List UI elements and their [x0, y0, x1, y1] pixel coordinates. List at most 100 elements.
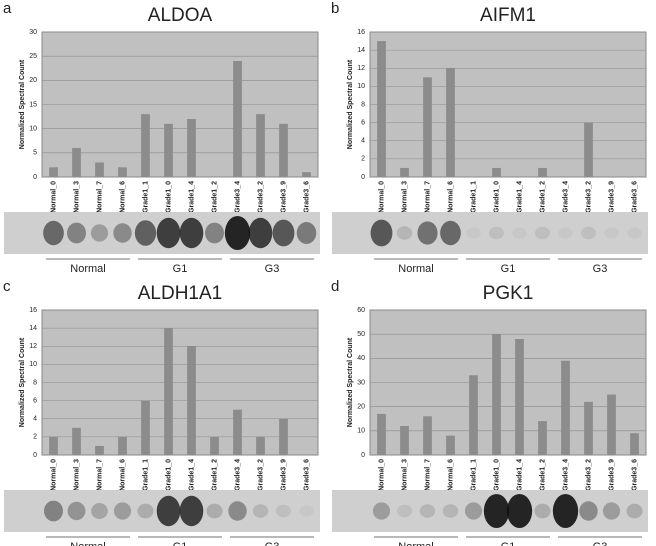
- chart-title: ALDH1A1: [138, 283, 223, 304]
- x-tick-label: Grade1_1: [142, 181, 149, 213]
- x-tick-label: Grade1_0: [165, 459, 172, 491]
- bar: [233, 61, 242, 177]
- x-tick-label: Grade1_0: [493, 459, 500, 491]
- bar: [469, 375, 478, 455]
- blot-band: [442, 504, 459, 518]
- bar: [584, 122, 593, 177]
- bar: [584, 401, 593, 455]
- y-tick-label: 6: [361, 119, 365, 126]
- y-tick-label: 2: [33, 434, 37, 441]
- blot-band: [228, 501, 247, 521]
- bar: [377, 413, 386, 455]
- blot-band: [581, 226, 596, 240]
- y-tick-label: 12: [357, 65, 365, 72]
- y-tick-label: 14: [29, 325, 37, 332]
- x-tick-label: Grade1_2: [539, 181, 546, 213]
- group-label: G3: [265, 263, 280, 275]
- group-label: G3: [593, 541, 608, 546]
- x-tick-label: Grade1_2: [211, 181, 218, 213]
- bar: [256, 114, 265, 177]
- blot-band: [156, 495, 181, 527]
- bar: [446, 435, 455, 455]
- x-tick-label: Grade3_4: [562, 181, 569, 213]
- y-tick-label: 14: [357, 47, 365, 54]
- group-label: G1: [173, 263, 188, 275]
- blot-band: [397, 504, 412, 518]
- x-tick-label: Grade3_2: [257, 459, 264, 491]
- bar: [630, 433, 639, 455]
- x-tick-label: Normal_6: [119, 181, 126, 213]
- y-tick-label: 4: [361, 138, 365, 145]
- x-tick-label: Grade3_4: [234, 459, 241, 491]
- x-tick-label: Normal_0: [50, 459, 57, 491]
- bar: [72, 148, 81, 177]
- bar: [256, 436, 265, 455]
- bar: [538, 167, 547, 177]
- y-tick-label: 16: [357, 29, 365, 36]
- bar: [400, 167, 409, 177]
- blot-band: [179, 217, 204, 249]
- bar: [492, 167, 501, 177]
- blot-band: [535, 226, 550, 240]
- y-tick-label: 50: [357, 331, 365, 338]
- x-tick-label: Normal_7: [96, 181, 103, 213]
- x-tick-label: Grade1_1: [470, 459, 477, 491]
- chart-title: PGK1: [483, 283, 534, 304]
- y-axis-label: Normalized Spectral Count: [19, 337, 26, 427]
- blot-band: [90, 224, 109, 242]
- x-tick-label: Grade3_9: [608, 459, 615, 491]
- x-tick-label: Grade3_9: [280, 181, 287, 213]
- bar: [446, 68, 455, 177]
- blot-band: [113, 223, 132, 243]
- blot-band: [137, 503, 154, 519]
- y-axis-label: Normalized Spectral Count: [347, 59, 354, 149]
- blot-band: [206, 503, 223, 519]
- blot-band: [370, 219, 393, 247]
- y-tick-label: 10: [357, 428, 365, 435]
- x-tick-label: Normal_7: [424, 181, 431, 213]
- x-tick-label: Normal_6: [447, 181, 454, 213]
- bar: [164, 123, 173, 177]
- blot-band: [483, 494, 510, 528]
- blot-band: [552, 494, 579, 528]
- x-tick-label: Grade3_6: [631, 459, 638, 491]
- blot-band: [252, 504, 269, 518]
- blot-band: [489, 226, 504, 240]
- x-tick-label: Grade1_4: [516, 459, 523, 491]
- group-label: Normal: [70, 541, 105, 546]
- y-tick-label: 12: [29, 343, 37, 350]
- group-label: G1: [173, 541, 188, 546]
- y-axis-label: Normalized Spectral Count: [19, 59, 26, 149]
- bar: [49, 167, 58, 177]
- y-tick-label: 60: [357, 307, 365, 314]
- y-tick-label: 30: [357, 379, 365, 386]
- x-tick-label: Grade1_4: [516, 181, 523, 213]
- bar: [279, 123, 288, 177]
- bar: [95, 162, 104, 177]
- blot-band: [224, 216, 251, 250]
- y-tick-label: 0: [33, 452, 37, 459]
- y-tick-label: 16: [29, 307, 37, 314]
- x-tick-label: Grade3_9: [280, 459, 287, 491]
- blot-band: [626, 503, 643, 519]
- blot-band: [579, 501, 598, 521]
- x-tick-label: Normal_3: [401, 181, 408, 213]
- bar: [49, 436, 58, 455]
- bar: [561, 360, 570, 455]
- y-tick-label: 10: [29, 361, 37, 368]
- chart-title: AIFM1: [480, 5, 536, 26]
- x-tick-label: Grade1_4: [188, 181, 195, 213]
- blot-band: [419, 504, 436, 518]
- blot-band: [113, 502, 132, 520]
- bar: [423, 416, 432, 455]
- blot-band: [602, 502, 621, 520]
- y-tick-label: 4: [33, 416, 37, 423]
- y-tick-label: 20: [357, 404, 365, 411]
- bar: [400, 426, 409, 455]
- bar: [187, 346, 196, 455]
- blot-band: [91, 503, 108, 519]
- bar: [210, 436, 219, 455]
- bar: [187, 119, 196, 177]
- blot-band: [372, 502, 391, 520]
- blot-band: [512, 227, 527, 239]
